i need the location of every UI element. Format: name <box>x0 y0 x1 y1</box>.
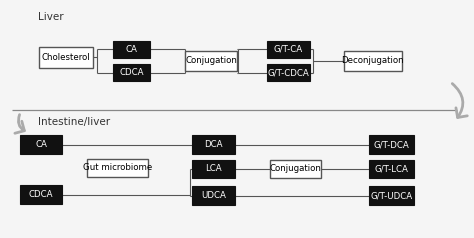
Text: G/T-LCA: G/T-LCA <box>374 164 409 174</box>
FancyBboxPatch shape <box>113 40 150 58</box>
FancyBboxPatch shape <box>267 64 310 81</box>
FancyBboxPatch shape <box>87 159 148 177</box>
Text: Liver: Liver <box>38 12 64 22</box>
FancyBboxPatch shape <box>270 160 321 178</box>
Text: Cholesterol: Cholesterol <box>42 53 91 62</box>
Text: Deconjugation: Deconjugation <box>342 56 404 65</box>
FancyArrowPatch shape <box>452 84 467 118</box>
FancyBboxPatch shape <box>267 40 310 58</box>
Text: G/T-CA: G/T-CA <box>274 45 303 54</box>
Text: G/T-UDCA: G/T-UDCA <box>371 191 413 200</box>
FancyBboxPatch shape <box>192 160 235 178</box>
FancyBboxPatch shape <box>192 135 235 154</box>
FancyBboxPatch shape <box>344 51 402 71</box>
FancyBboxPatch shape <box>192 186 235 205</box>
Text: LCA: LCA <box>205 164 222 174</box>
Text: CDCA: CDCA <box>29 190 54 199</box>
Text: CA: CA <box>35 140 47 149</box>
FancyBboxPatch shape <box>369 135 414 154</box>
Text: DCA: DCA <box>204 140 223 149</box>
Text: Gut microbiome: Gut microbiome <box>83 163 152 172</box>
FancyArrowPatch shape <box>15 115 24 133</box>
FancyBboxPatch shape <box>20 135 62 154</box>
Text: CDCA: CDCA <box>119 68 144 77</box>
FancyBboxPatch shape <box>20 185 62 204</box>
Text: Intestine/liver: Intestine/liver <box>38 117 110 127</box>
FancyBboxPatch shape <box>185 51 237 71</box>
Text: UDCA: UDCA <box>201 191 226 200</box>
Text: Conjugation: Conjugation <box>270 164 321 174</box>
FancyBboxPatch shape <box>369 160 414 178</box>
Text: G/T-DCA: G/T-DCA <box>374 140 410 149</box>
FancyBboxPatch shape <box>369 186 414 205</box>
Text: Conjugation: Conjugation <box>185 56 237 65</box>
Text: CA: CA <box>126 45 137 54</box>
FancyBboxPatch shape <box>39 47 93 68</box>
FancyBboxPatch shape <box>113 64 150 81</box>
Text: G/T-CDCA: G/T-CDCA <box>268 68 310 77</box>
